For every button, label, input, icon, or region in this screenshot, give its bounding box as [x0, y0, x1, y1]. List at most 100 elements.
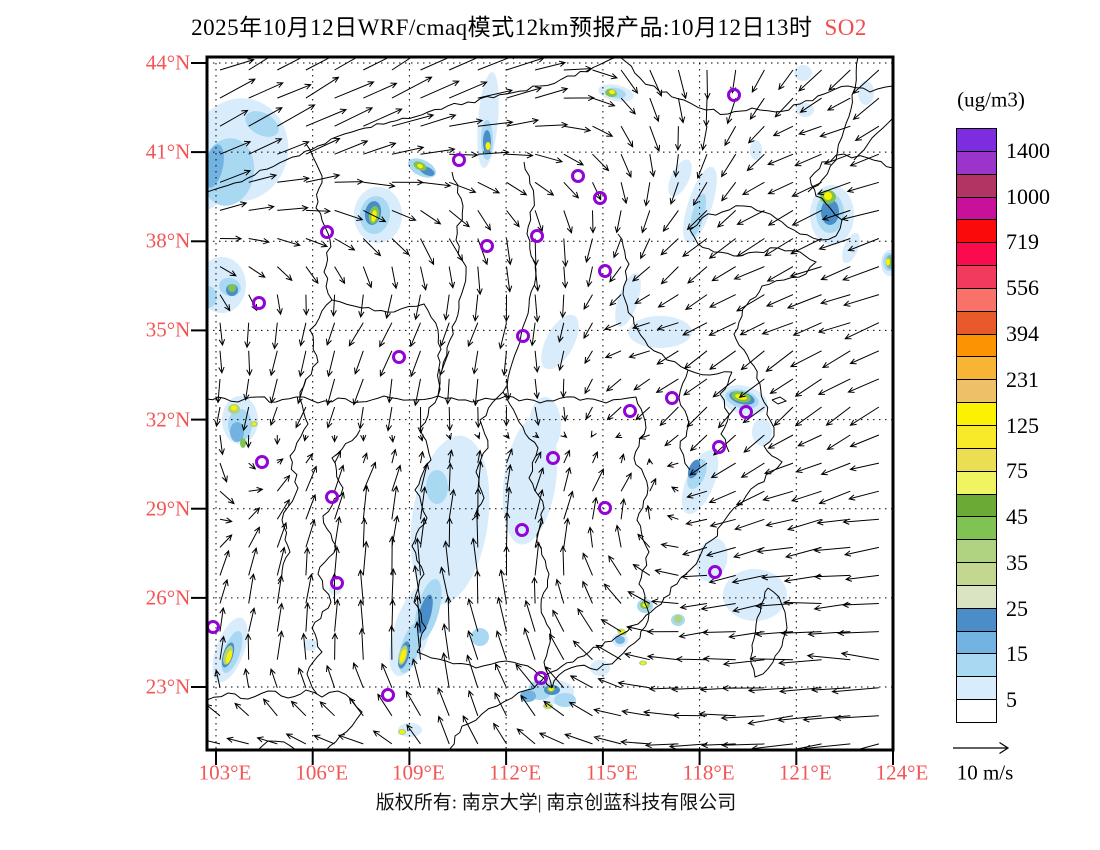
so2-fill-blob: [426, 470, 448, 504]
legend-color-cell: [956, 424, 997, 449]
legend-color-cell: [956, 699, 997, 723]
station-circle: [325, 490, 339, 504]
lat-label: 26°N: [145, 585, 191, 610]
so2-fill-blob: [207, 144, 224, 188]
map-frame: [205, 55, 895, 752]
station-circle: [708, 565, 722, 579]
legend-color-cell: [956, 333, 997, 358]
station-circle: [320, 225, 334, 239]
lat-label: 38°N: [145, 228, 191, 253]
legend-color-cell: [956, 219, 997, 244]
boundary-line: [551, 637, 641, 689]
station-circle: [546, 451, 560, 465]
so2-fill-blob: [541, 314, 579, 370]
boundary-line: [617, 233, 733, 376]
station-circle: [381, 688, 395, 702]
lat-label: 23°N: [145, 674, 191, 699]
so2-fill-blob: [674, 615, 682, 623]
lat-label: 35°N: [145, 317, 191, 342]
island-outline: [771, 396, 788, 405]
boundary-line: [853, 117, 893, 161]
station-circle: [515, 523, 529, 537]
legend-color-cell: [956, 470, 997, 495]
so2-fill-blob: [615, 273, 641, 327]
legend-color-cell: [956, 150, 997, 175]
chart-title-species: SO2: [824, 15, 867, 40]
station-circle: [452, 153, 466, 167]
legend-color-cell: [956, 265, 997, 289]
legend-color-cell: [956, 310, 997, 335]
so2-fill-blob: [240, 438, 246, 448]
legend-tick-label: 45: [1006, 504, 1028, 529]
so2-fill-blob: [399, 730, 405, 734]
so2-concentration-fill: [207, 65, 893, 737]
lon-label: 118°E: [682, 760, 735, 785]
station-circle: [593, 191, 607, 205]
lat-label: 41°N: [145, 139, 191, 164]
lon-label: 106°E: [295, 760, 349, 785]
axis-ticks: [191, 62, 894, 765]
boundary-line: [678, 369, 691, 471]
legend-color-cell: [956, 493, 997, 518]
legend-color-cell: [956, 653, 997, 678]
legend-color-cell: [956, 287, 997, 312]
legend-units-label: (ug/m3): [957, 87, 1025, 112]
station-circle: [598, 264, 612, 278]
so2-fill-blob: [471, 628, 489, 646]
so2-fill-blob: [417, 594, 433, 634]
legend-tick-label: 75: [1006, 458, 1028, 484]
boundary-line: [437, 395, 637, 404]
legend-tick-label: 125: [1006, 412, 1039, 438]
so2-fill-blob: [689, 193, 707, 237]
station-circle: [252, 296, 266, 310]
legend-color-cell: [956, 356, 997, 381]
so2-fill-blob: [750, 140, 762, 160]
copyright-text: 版权所有: 南京大学| 南京创蓝科技有限公司: [375, 792, 737, 814]
lat-label: 29°N: [145, 496, 191, 521]
legend-tick-label: 5: [1006, 687, 1017, 713]
lon-label: 115°E: [585, 760, 638, 785]
legend-tick-label: 25: [1006, 595, 1028, 621]
legend-color-cell: [956, 196, 997, 221]
island-outline: [257, 740, 297, 750]
boundary-line: [207, 395, 439, 404]
lon-label: 112°E: [489, 760, 542, 785]
legend-tick-label: 1000: [1006, 183, 1050, 209]
lon-label: 124°E: [875, 760, 929, 785]
boundary-line: [331, 299, 442, 397]
boundary-line: [306, 429, 361, 695]
legend-color-cell: [956, 242, 997, 267]
wind-vector-arrows: [207, 57, 880, 750]
station-circle: [665, 391, 679, 405]
legend-colorbar: [956, 128, 997, 723]
boundary-line: [807, 57, 859, 193]
chart-title-text: 2025年10月12日WRF/cmaq模式12km预报产品:10月12日13时: [191, 15, 813, 40]
boundary-line: [502, 161, 537, 393]
boundary-line: [416, 651, 553, 689]
so2-fill-blob: [615, 636, 625, 644]
legend-color-cell: [956, 676, 997, 701]
lon-label: 121°E: [778, 760, 832, 785]
so2-fill-blob: [858, 81, 874, 105]
so2-fill-blob: [794, 65, 812, 81]
boundary-line: [633, 396, 650, 639]
station-circle: [255, 455, 269, 469]
so2-fill-blob: [252, 422, 256, 426]
map-interior: [207, 57, 893, 750]
legend-tick-label: 231: [1006, 366, 1039, 392]
so2-fill-blob: [723, 569, 787, 621]
legend-tick-label: 15: [1006, 641, 1028, 667]
boundary-line: [437, 171, 467, 397]
so2-fill-blob: [303, 639, 317, 651]
legend-color-cell: [956, 516, 997, 541]
boundary-line: [305, 143, 333, 301]
legend-color-cell: [956, 630, 997, 655]
legend-tick-label: 394: [1006, 321, 1039, 346]
legend-color-cell: [956, 607, 997, 632]
so2-fill-blob: [231, 405, 237, 411]
so2-fill-blob: [225, 650, 233, 664]
lat-label: 32°N: [145, 407, 191, 432]
station-circle: [516, 329, 530, 343]
lat-label: 44°N: [145, 50, 191, 75]
